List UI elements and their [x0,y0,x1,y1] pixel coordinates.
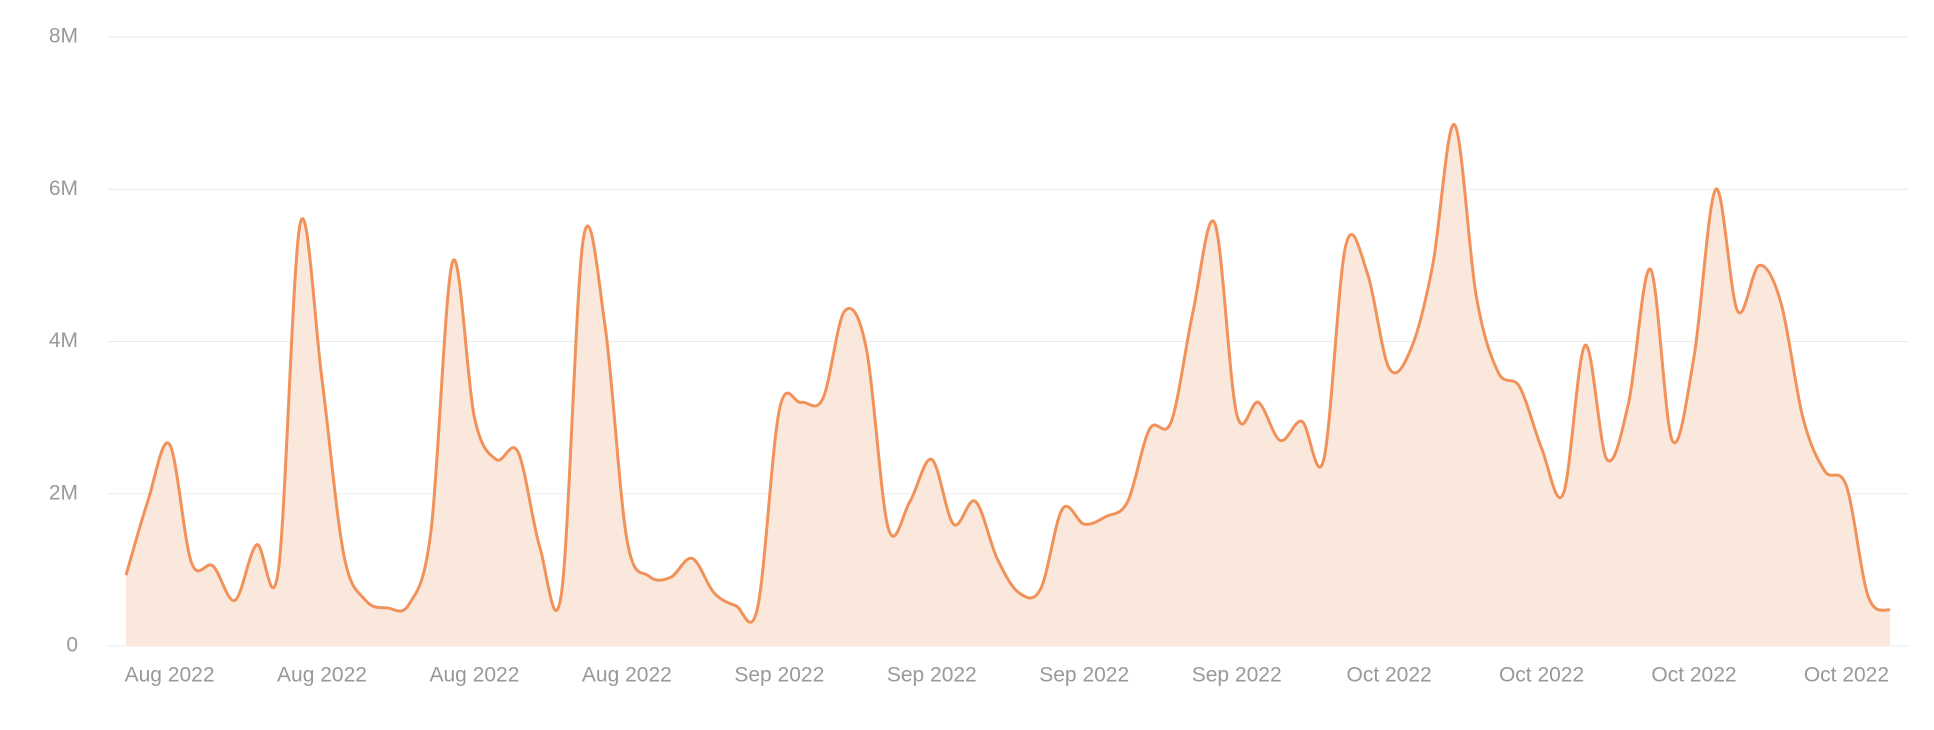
x-tick-label: Oct 2022 [1346,664,1431,687]
x-tick-label: Aug 2022 [582,664,672,687]
x-tick-label: Oct 2022 [1804,664,1889,687]
x-tick-label: Sep 2022 [734,664,824,687]
x-tick-label: Aug 2022 [125,664,215,687]
x-tick-label: Oct 2022 [1499,664,1584,687]
y-tick-label: 4M [49,329,78,352]
y-tick-label: 2M [49,481,78,504]
y-tick-label: 0 [66,634,78,657]
area-line [124,123,1891,624]
y-tick-label: 8M [49,25,78,48]
area-fill [126,124,1890,646]
y-tick-label: 6M [49,177,78,200]
x-tick-label: Aug 2022 [277,664,367,687]
x-tick-label: Oct 2022 [1651,664,1736,687]
x-tick-label: Aug 2022 [429,664,519,687]
x-tick-label: Sep 2022 [887,664,977,687]
x-tick-label: Sep 2022 [1192,664,1282,687]
x-tick-label: Sep 2022 [1039,664,1129,687]
